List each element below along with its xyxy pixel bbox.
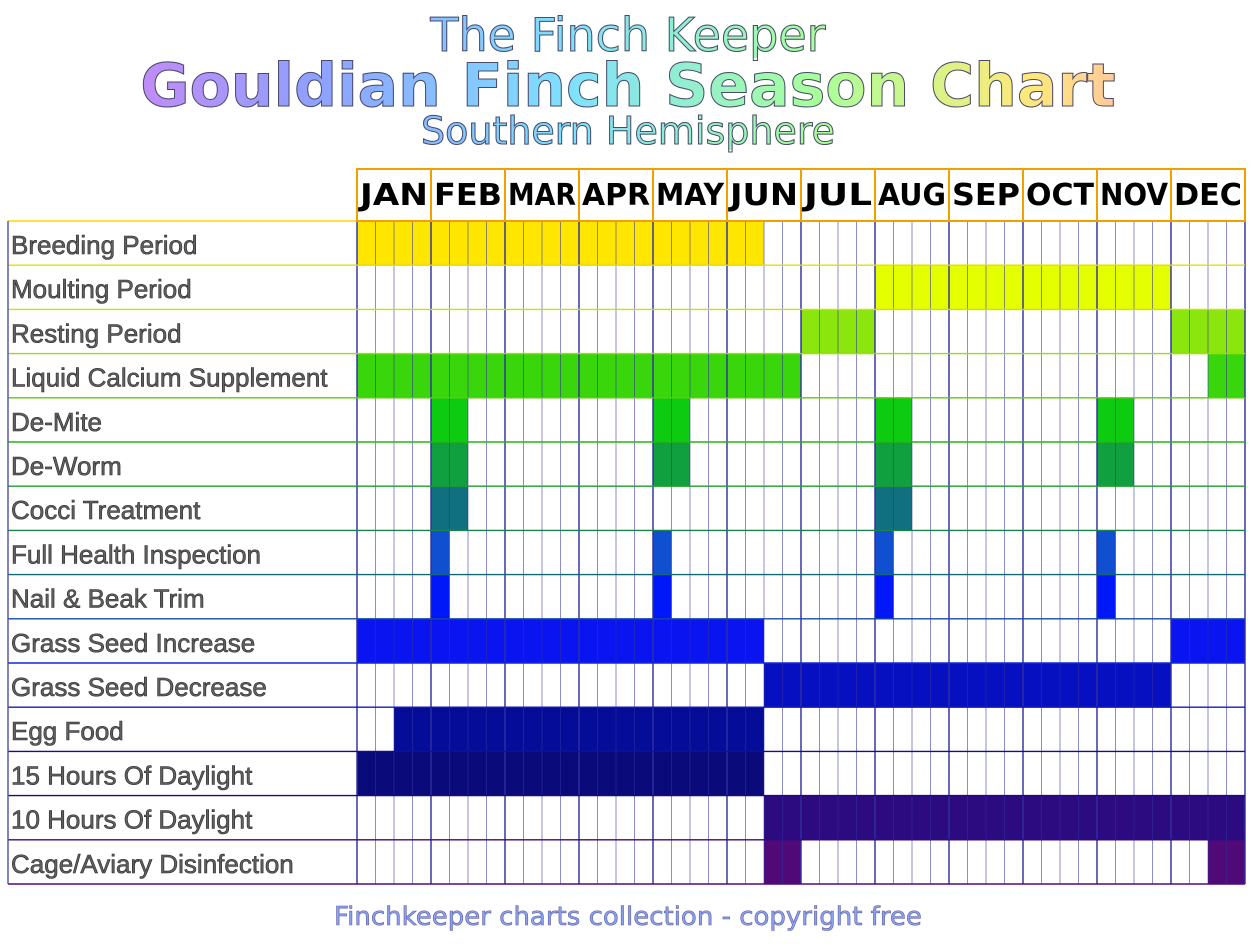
row-label: Nail & Beak Trim	[11, 584, 205, 614]
row-label: Cage/Aviary Disinfection	[11, 849, 294, 879]
activity-bar	[431, 574, 450, 619]
footer-credit: Finchkeeper charts collection - copyrigh…	[334, 902, 922, 932]
month-label-jan: JAN	[358, 178, 428, 213]
month-label-mar: MAR	[508, 178, 576, 213]
month-label-aug: AUG	[878, 178, 946, 213]
row-label: 15 Hours Of Daylight	[11, 760, 253, 790]
month-label-nov: NOV	[1100, 178, 1169, 213]
site-name: The Finch Keeper	[0, 12, 1256, 59]
row-label: Moulting Period	[11, 274, 192, 304]
row-label: Full Health Inspection	[11, 539, 261, 569]
month-label-may: MAY	[656, 178, 725, 213]
activity-bar	[653, 574, 672, 619]
chart-subtitle: Southern Hemisphere	[0, 112, 1256, 151]
month-label-oct: OCT	[1026, 178, 1095, 213]
row-label: Resting Period	[11, 318, 182, 348]
row-label: 10 Hours Of Daylight	[11, 805, 253, 835]
row-label: Grass Seed Decrease	[11, 672, 267, 702]
activity-bar	[1097, 574, 1116, 619]
activity-bar	[875, 530, 894, 575]
chart-title: Gouldian Finch Season Chart	[0, 56, 1256, 117]
row-label: Egg Food	[11, 716, 124, 746]
month-label-dec: DEC	[1174, 178, 1242, 213]
month-label-jul: JUL	[802, 178, 872, 213]
activity-bar	[875, 574, 894, 619]
season-chart: JAN FEB MAR APR MAY JUN JUL AUG SEP OCT NOV DEC Bree…	[7, 168, 1246, 885]
month-label-apr: APR	[582, 178, 650, 213]
month-label-jun: JUN	[728, 178, 798, 213]
activity-bar	[1097, 530, 1116, 575]
row-label: Breeding Period	[11, 230, 197, 260]
row-label: Cocci Treatment	[11, 495, 201, 525]
month-label-sep: SEP	[952, 178, 1020, 213]
row-label: De-Worm	[11, 451, 122, 481]
activity-bar	[653, 530, 672, 575]
row-label: Liquid Calcium Supplement	[11, 363, 328, 393]
row-label: Grass Seed Increase	[11, 628, 255, 658]
month-label-feb: FEB	[434, 178, 502, 213]
row-label: De-Mite	[11, 407, 102, 437]
activity-bar	[431, 530, 450, 575]
